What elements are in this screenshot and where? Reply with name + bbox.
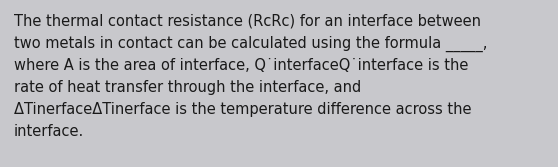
Text: two metals in contact can be calculated using the formula _____,: two metals in contact can be calculated … bbox=[14, 36, 487, 52]
Text: interface.: interface. bbox=[14, 124, 84, 139]
Text: ΔTinerfaceΔTinerface is the temperature difference across the: ΔTinerfaceΔTinerface is the temperature … bbox=[14, 102, 472, 117]
Text: where A is the area of interface, Q˙interfaceQ˙interface is the: where A is the area of interface, Q˙inte… bbox=[14, 58, 468, 73]
Text: The thermal contact resistance (RcRc) for an interface between: The thermal contact resistance (RcRc) fo… bbox=[14, 14, 481, 29]
Text: rate of heat transfer through the interface, and: rate of heat transfer through the interf… bbox=[14, 80, 361, 95]
